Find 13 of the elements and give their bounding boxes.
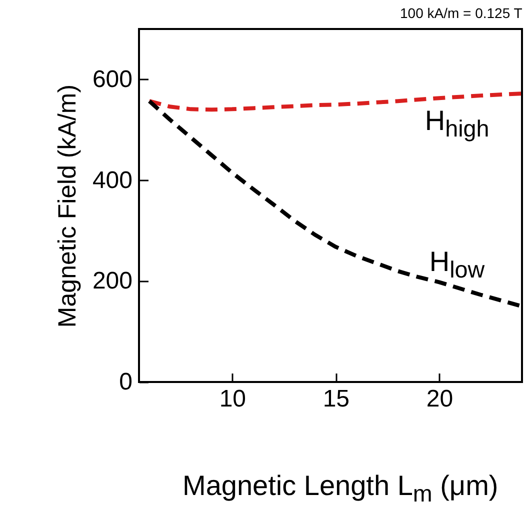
x-tick-label: 20 xyxy=(426,386,454,412)
series-label: H$_{high}$ xyxy=(424,105,490,143)
x-axis-title: Magnetic Length L$_{m}$ (μm) xyxy=(182,470,498,508)
text: 100 kA/m = 0.125 T xyxy=(400,5,522,21)
line-series xyxy=(147,92,522,112)
y-tick-label: 200 xyxy=(92,268,132,295)
y-tick-label: 0 xyxy=(119,368,132,396)
series-label: H$_{low}$ xyxy=(429,246,485,284)
y-tick-label: 600 xyxy=(92,66,132,93)
x-tick-label: 10 xyxy=(219,386,246,412)
y-tick-label: 400 xyxy=(92,166,132,194)
x-tick-label: 15 xyxy=(322,386,350,412)
y-axis-title: Magnetic Field (kA/m) xyxy=(53,84,82,328)
